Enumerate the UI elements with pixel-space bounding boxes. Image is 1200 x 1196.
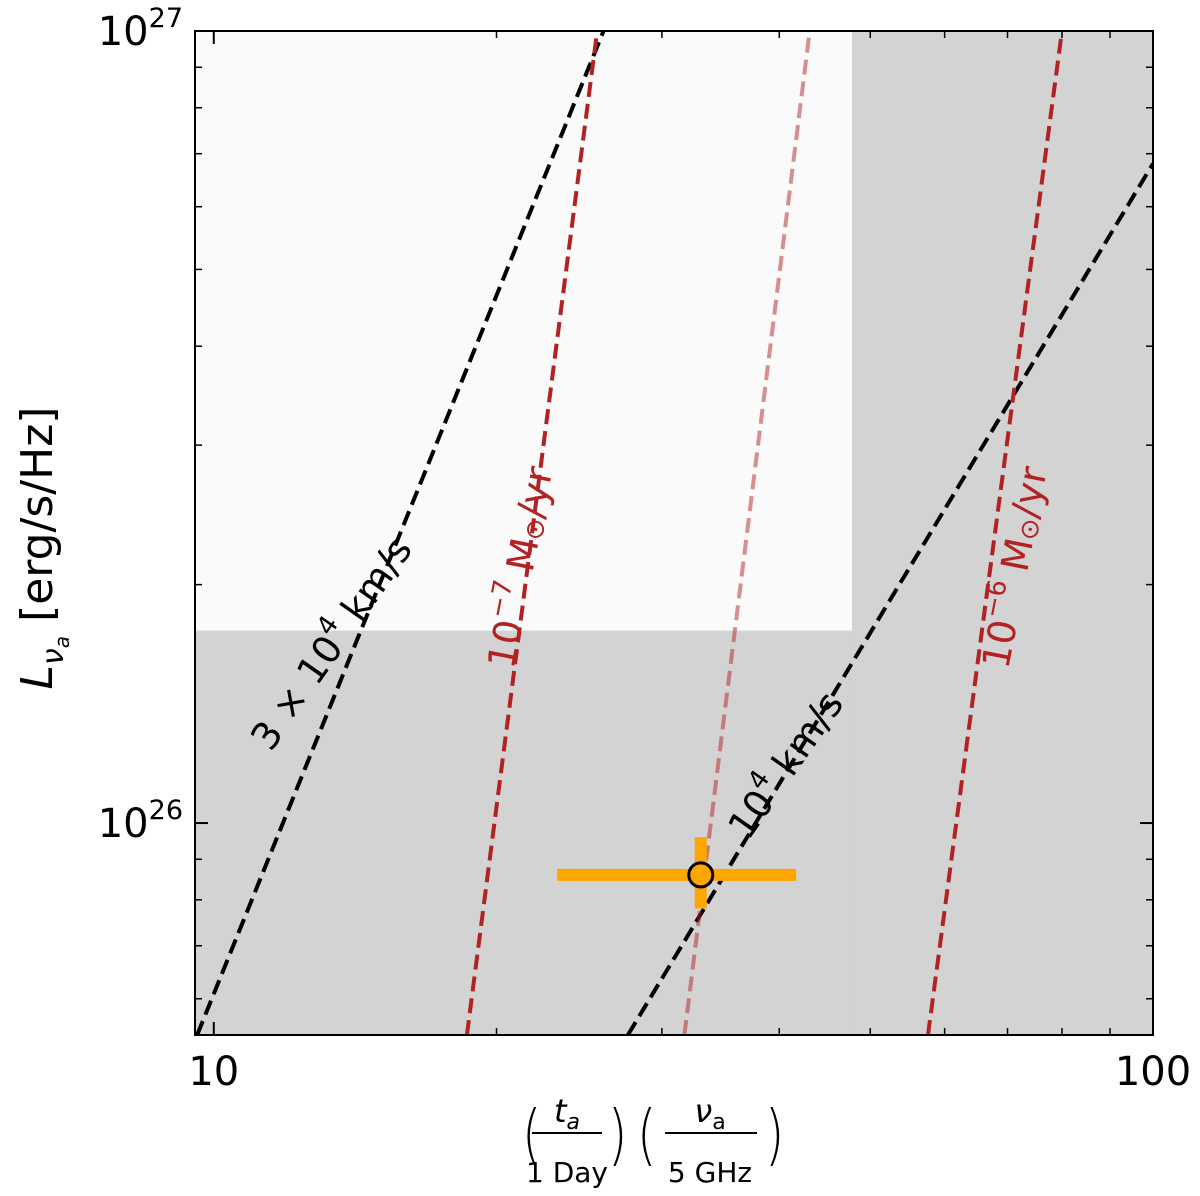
line-velocity-1e4: [626, 162, 1153, 1035]
line-velocity-3e4: [195, 31, 606, 1035]
shaded-regions: [195, 31, 1153, 1035]
unshaded-region: [195, 31, 852, 631]
svg-text:1 Day: 1 Day: [526, 1156, 608, 1189]
line-mdot-1e-6: [926, 31, 1064, 1035]
svg-text:): ): [765, 1096, 784, 1173]
plot-frame: [194, 30, 1154, 1036]
svg-text:5 GHz: 5 GHz: [668, 1156, 752, 1189]
svg-text:): ): [608, 1096, 627, 1173]
y-tick-label: 1027: [98, 3, 183, 55]
svg-text:ta: ta: [554, 1092, 580, 1135]
data-point-marker: [687, 861, 715, 889]
svg-text:νa: νa: [694, 1092, 725, 1135]
x-tick-label: 100: [1115, 1049, 1191, 1095]
svg-text:Lνa [erg/s/Hz]: Lνa [erg/s/Hz]: [12, 407, 74, 690]
label-mdot-1e-6: 10−6 M⊙/yr: [967, 461, 1056, 672]
x-axis-label: ( ta 1 Day ) ( νa 5 GHz ): [522, 1092, 784, 1189]
x-tick-label: 10: [188, 1049, 239, 1095]
label-mdot-1e-7: 10−7 M⊙/yr: [473, 461, 562, 672]
shaded-region-right: [851, 31, 1153, 1035]
svg-text:(: (: [522, 1096, 541, 1173]
y-tick-label: 1026: [98, 795, 183, 847]
data-points: [557, 837, 797, 909]
line-mdot-1e-7: [464, 31, 600, 1035]
axis-ticks: 10 100 1026 1027: [98, 3, 1191, 1095]
y-axis-label: Lνa [erg/s/Hz]: [12, 407, 74, 690]
svg-text:(: (: [637, 1096, 656, 1173]
